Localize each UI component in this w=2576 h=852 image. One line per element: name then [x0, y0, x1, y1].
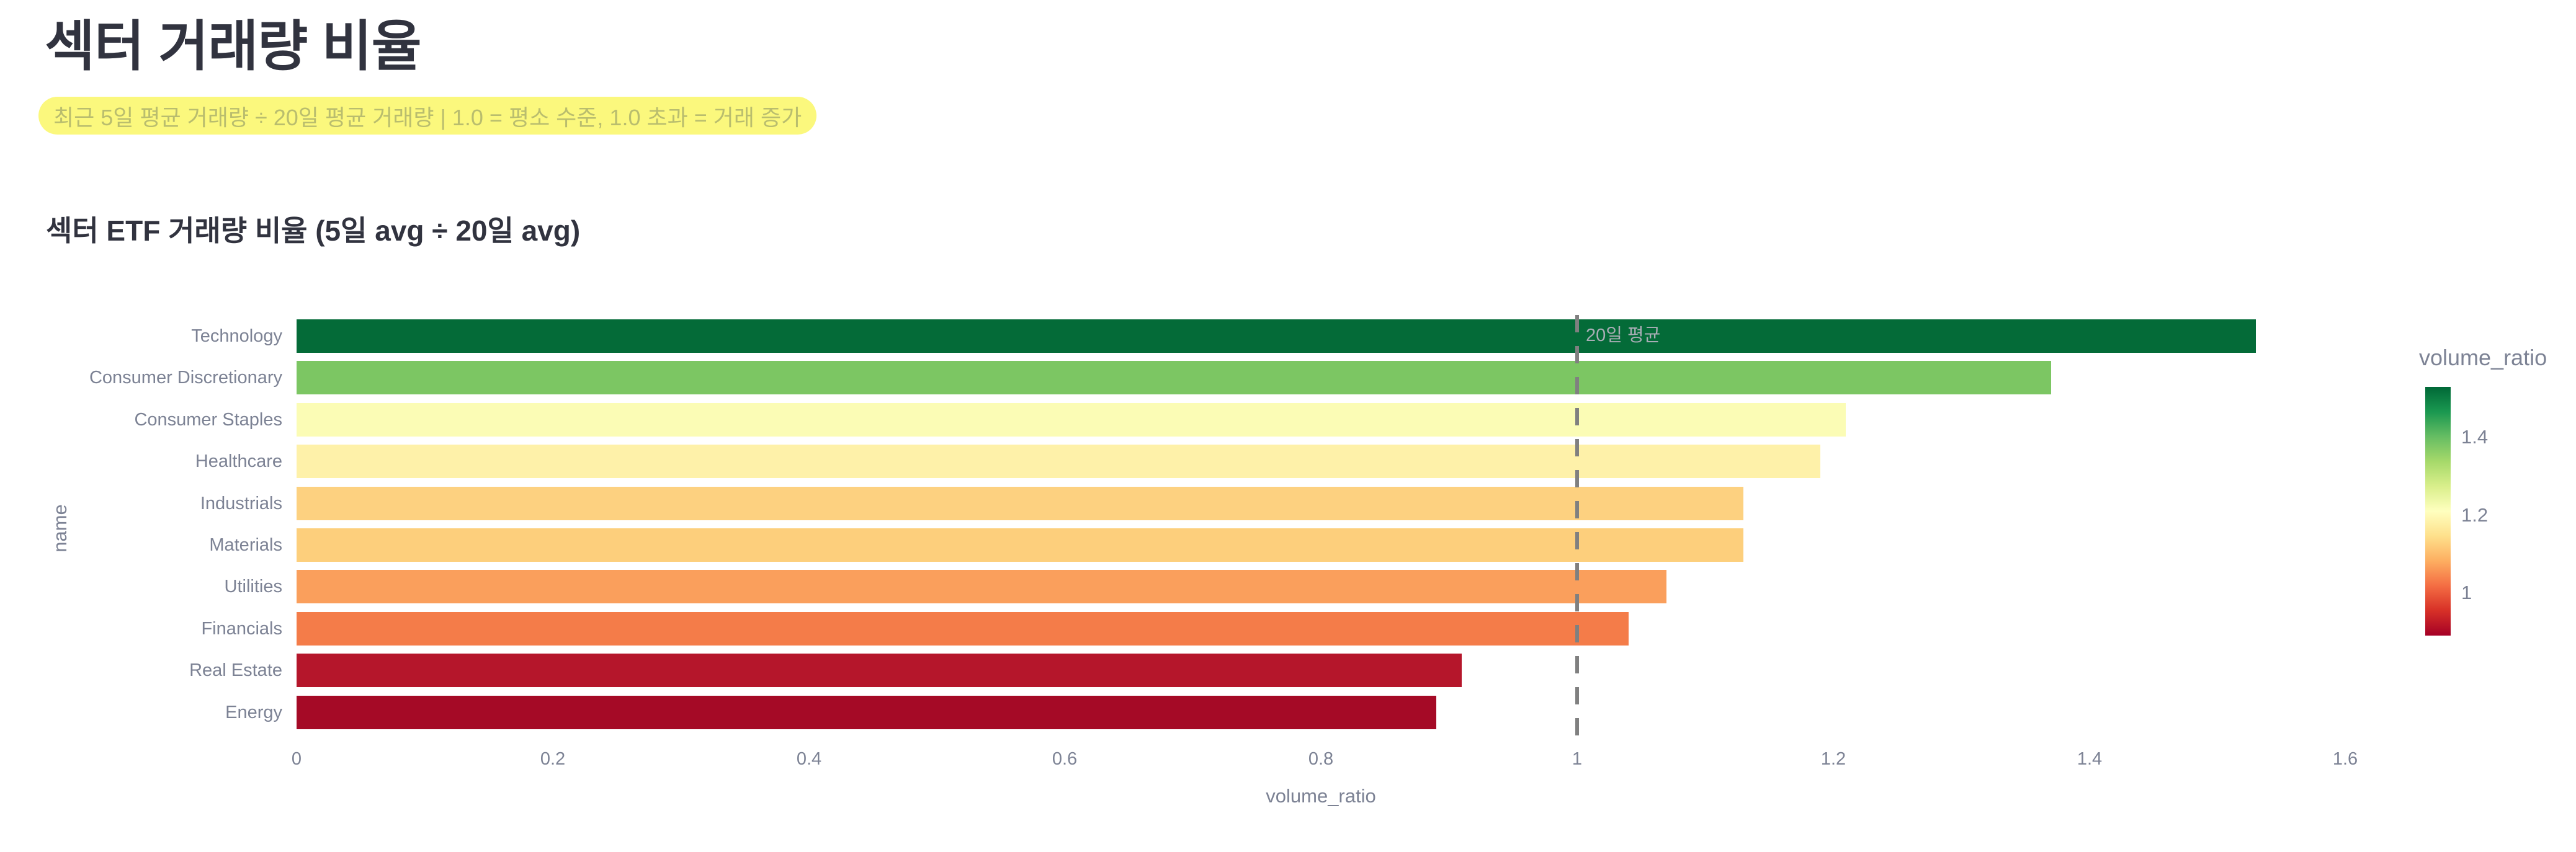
reference-line-label: 20일 평균: [1586, 326, 1661, 345]
page-title: 섹터 거래량 비율: [45, 16, 422, 77]
chart-title: 섹터 ETF 거래량 비율 (5일 avg ÷ 20일 avg): [46, 215, 581, 247]
y-tick-label: Utilities: [224, 577, 282, 597]
bar-industrials[interactable]: [297, 487, 1743, 520]
bar-energy[interactable]: [297, 696, 1436, 729]
bar-technology[interactable]: [297, 319, 2256, 353]
x-tick-label: 1.4: [2077, 749, 2103, 769]
y-tick-label: Energy: [225, 703, 282, 722]
colorbar-tick-label: 1.2: [2461, 504, 2489, 526]
reference-line: [1575, 315, 1579, 743]
bar-consumer-discretionary[interactable]: [297, 361, 2051, 394]
bar-financials[interactable]: [297, 612, 1629, 646]
bar-real-estate[interactable]: [297, 654, 1462, 687]
y-tick-label: Consumer Staples: [134, 410, 282, 430]
x-tick-label: 1.2: [1820, 749, 1846, 769]
colorbar-tick-label: 1.4: [2461, 426, 2489, 448]
x-tick-label: 0.6: [1052, 749, 1078, 769]
x-tick-label: 1: [1572, 749, 1583, 769]
y-tick-label: Technology: [191, 326, 282, 346]
colorbar-title: volume_ratio: [2419, 345, 2547, 370]
y-tick-label: Consumer Discretionary: [89, 368, 282, 388]
x-tick-label: 1.6: [2332, 749, 2358, 769]
y-tick-label: Financials: [201, 619, 282, 639]
y-tick-label: Healthcare: [195, 451, 282, 471]
x-axis-title: volume_ratio: [1266, 785, 1376, 807]
bar-utilities[interactable]: [297, 570, 1666, 603]
x-tick-label: 0.2: [540, 749, 566, 769]
bar-healthcare[interactable]: [297, 445, 1820, 478]
subtitle-text: 최근 5일 평균 거래량 ÷ 20일 평균 거래량 | 1.0 = 평소 수준,…: [53, 104, 802, 130]
subtitle-highlight: 최근 5일 평균 거래량 ÷ 20일 평균 거래량 | 1.0 = 평소 수준,…: [38, 97, 817, 135]
y-tick-label: Real Estate: [189, 660, 282, 680]
colorbar-gradient: [2425, 387, 2451, 636]
x-tick-label: 0.8: [1308, 749, 1334, 769]
x-tick-label: 0: [291, 749, 302, 769]
y-tick-label: Materials: [209, 535, 282, 555]
bar-consumer-staples[interactable]: [297, 403, 1846, 437]
colorbar-tick-label: 1: [2461, 582, 2472, 603]
y-tick-label: Industrials: [200, 494, 282, 513]
bar-materials[interactable]: [297, 528, 1743, 562]
x-tick-label: 0.4: [796, 749, 822, 769]
